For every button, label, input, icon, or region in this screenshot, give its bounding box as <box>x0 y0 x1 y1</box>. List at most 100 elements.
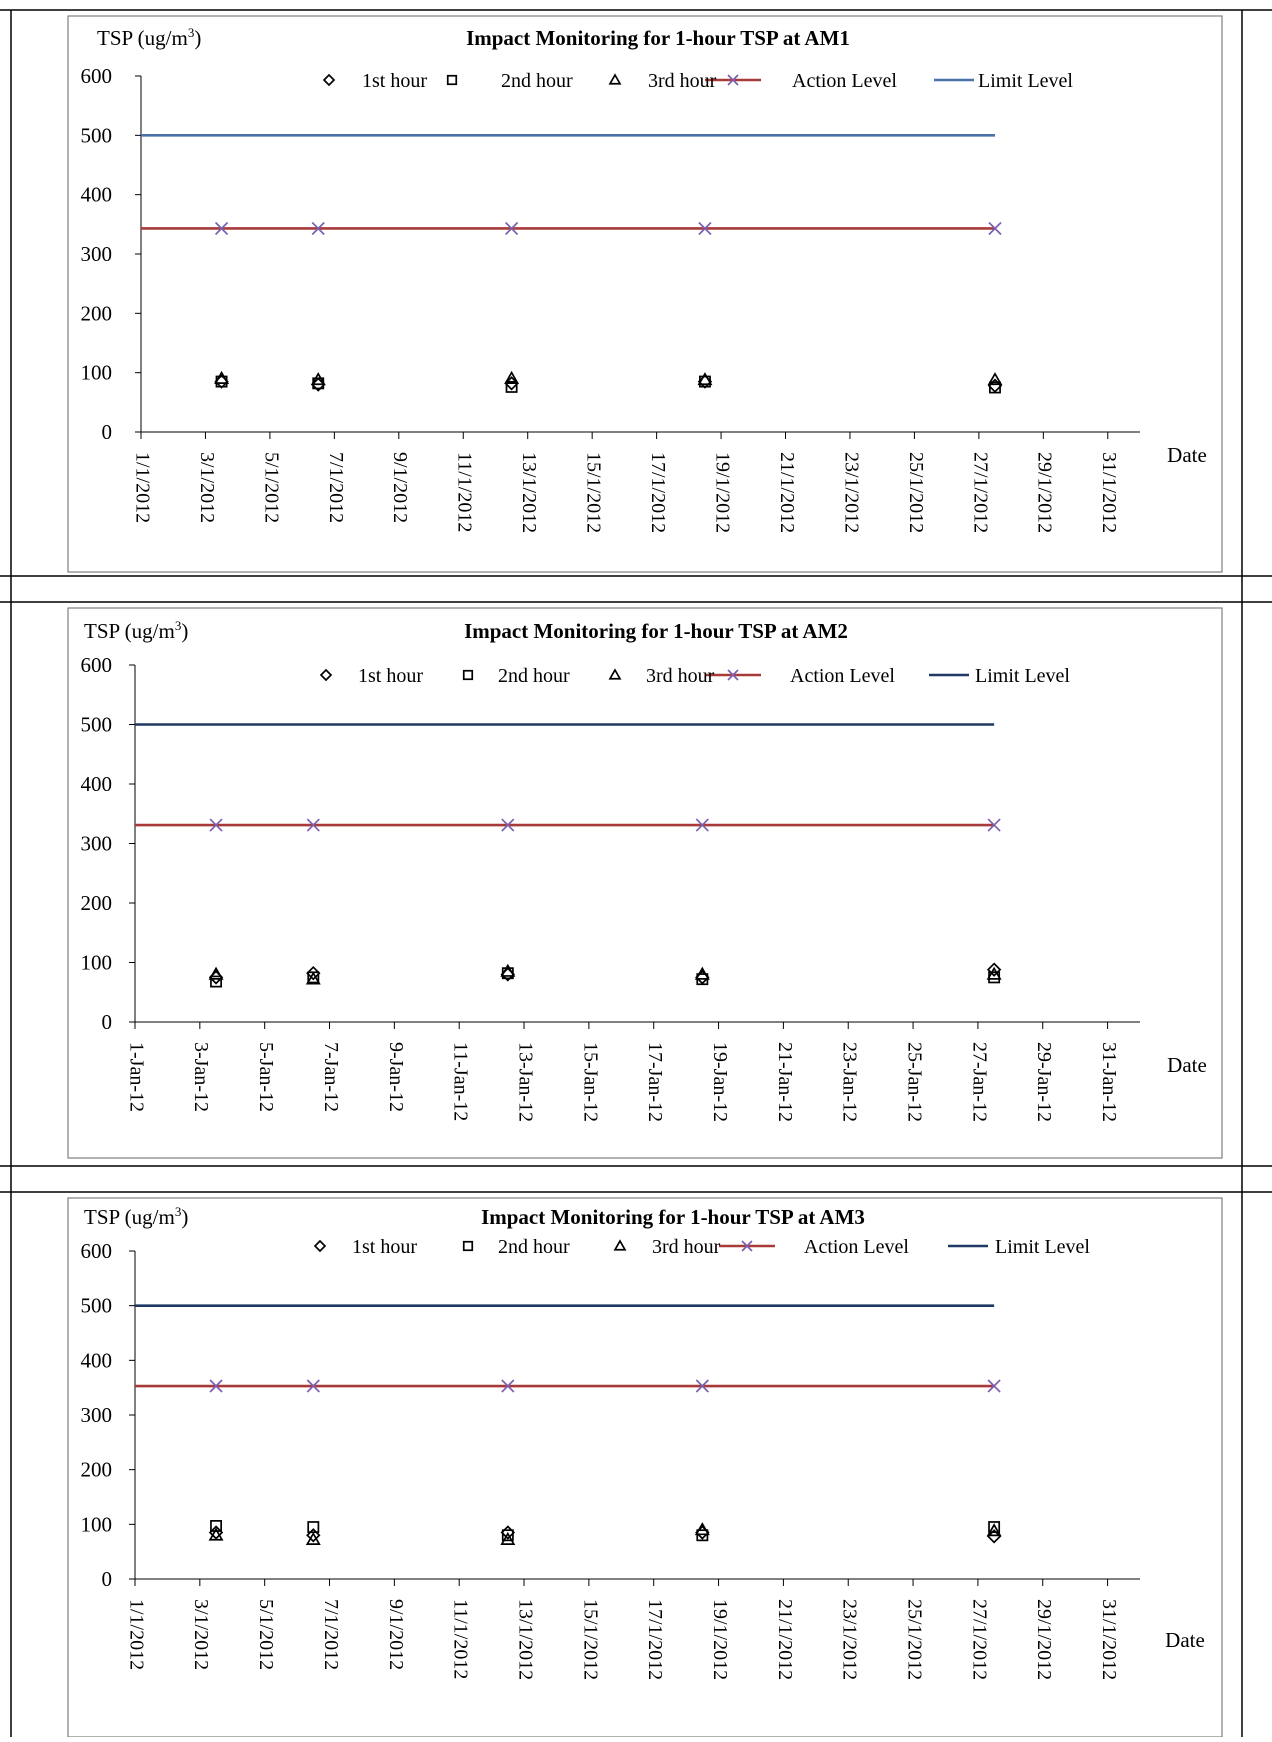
action-level-marker <box>209 1379 223 1393</box>
x-tick-label: 31/1/2012 <box>1098 1599 1120 1680</box>
x-tick-label: 23-Jan-12 <box>839 1042 861 1122</box>
action-level-marker <box>306 1379 320 1393</box>
x-tick-label: 3-Jan-12 <box>190 1042 212 1112</box>
2nd-hour-point <box>505 380 518 393</box>
x-axis-label: Date <box>1165 1628 1205 1652</box>
1st-hour-point <box>306 1528 321 1543</box>
x-tick-label: 29/1/2012 <box>1033 1599 1055 1680</box>
legend-label: Action Level <box>792 70 897 92</box>
x-tick-label: 23/1/2012 <box>840 452 862 533</box>
x-tick-label: 9-Jan-12 <box>385 1042 407 1112</box>
legend-label: 1st hour <box>352 1236 417 1258</box>
x-tick-label: 17/1/2012 <box>644 1599 666 1680</box>
x-tick-label: 27/1/2012 <box>968 1599 990 1680</box>
x-tick-label: 29/1/2012 <box>1034 452 1056 533</box>
action-level-marker <box>306 818 320 832</box>
x-tick-label: 31-Jan-12 <box>1098 1042 1120 1122</box>
x-tick-label: 11/1/2012 <box>450 1599 472 1679</box>
legend-1st-hour-symbol <box>313 1239 327 1253</box>
2nd-hour-point <box>210 1520 222 1532</box>
3rd-hour-point <box>208 966 224 980</box>
x-tick-label: 3/1/2012 <box>190 1599 212 1670</box>
y-tick-label: 200 <box>81 1458 113 1482</box>
legend-2nd-hour-symbol <box>446 74 458 86</box>
x-tick-label: 11/1/2012 <box>454 452 476 532</box>
x-tick-label: 15/1/2012 <box>583 452 605 533</box>
action-level-marker <box>695 818 709 832</box>
x-tick-label: 11-Jan-12 <box>450 1042 472 1121</box>
legend-1st-hour-symbol <box>322 73 336 87</box>
legend-label: 3rd hour <box>648 70 717 92</box>
y-axis-label: TSP (ug/m3) <box>97 25 201 50</box>
legend: 1st hour 2nd hour 3rd hour Action Level Limi… <box>322 70 1073 92</box>
y-tick-label: 500 <box>81 713 113 737</box>
y-tick-label: 300 <box>81 1403 113 1427</box>
chart-panel-am1: Impact Monitoring for 1-hour TSP at AM1 … <box>67 15 1223 573</box>
x-tick-label: 25/1/2012 <box>905 452 927 533</box>
3rd-hour-point <box>500 963 516 977</box>
2nd-hour-point <box>696 1529 709 1542</box>
3rd-hour-point <box>500 1531 516 1545</box>
y-tick-label: 400 <box>81 1348 113 1372</box>
x-tick-label: 21/1/2012 <box>776 452 798 533</box>
x-tick-label: 5/1/2012 <box>260 452 282 523</box>
3rd-hour-point <box>986 966 1002 980</box>
action-level-marker <box>987 1379 1001 1393</box>
chart-panel-am2: Impact Monitoring for 1-hour TSP at AM2 … <box>67 607 1223 1159</box>
chart-panel-am3: Impact Monitoring for 1-hour TSP at AM3 … <box>67 1197 1223 1738</box>
1st-hour-point <box>986 962 1002 977</box>
legend-action-level-marker <box>727 74 739 86</box>
x-tick-label: 9/1/2012 <box>385 1599 407 1670</box>
plot-area: 0 100 200 300 400 500 600 1/1/2012 3/1/2012 5/1/2… <box>81 1239 1140 1680</box>
y-tick-label: 500 <box>81 1294 113 1318</box>
legend-label: 1st hour <box>358 665 423 687</box>
y-tick-label: 300 <box>81 242 113 266</box>
legend-label: Limit Level <box>978 70 1073 92</box>
1st-hour-point <box>311 377 326 392</box>
x-tick-label: 13/1/2012 <box>514 1599 536 1680</box>
action-level-marker <box>988 221 1002 236</box>
action-level-marker <box>209 818 223 832</box>
x-tick-label: 29-Jan-12 <box>1033 1042 1055 1122</box>
x-tick-label: 9/1/2012 <box>389 452 411 523</box>
3rd-hour-point <box>208 1527 224 1541</box>
y-tick-label: 0 <box>102 1567 113 1591</box>
plot-area: 0 100 200 300 400 500 600 1-Jan-12 3-Jan-12 5-Jan… <box>81 653 1140 1122</box>
3rd-hour-point <box>305 1531 321 1545</box>
action-level-marker <box>501 818 515 832</box>
y-tick-label: 300 <box>81 832 113 856</box>
3rd-hour-point <box>987 372 1003 386</box>
x-tick-label: 19/1/2012 <box>711 452 733 533</box>
x-tick-label: 31/1/2012 <box>1098 452 1120 533</box>
x-tick-label: 3/1/2012 <box>196 452 218 523</box>
3rd-hour-point <box>305 971 321 985</box>
x-tick-label: 1/1/2012 <box>125 1599 147 1670</box>
chart-title: Impact Monitoring for 1-hour TSP at AM2 <box>464 619 848 643</box>
x-tick-label: 1-Jan-12 <box>125 1042 147 1112</box>
2nd-hour-point <box>501 1529 514 1542</box>
x-tick-label: 17/1/2012 <box>647 452 669 533</box>
x-tick-label: 19/1/2012 <box>709 1599 731 1680</box>
x-tick-label: 15/1/2012 <box>579 1599 601 1680</box>
y-tick-label: 0 <box>102 1010 113 1034</box>
x-tick-label: 13-Jan-12 <box>514 1042 536 1122</box>
action-level-marker <box>311 221 325 236</box>
3rd-hour-point <box>214 370 230 384</box>
legend-3rd-hour-symbol <box>613 1239 627 1251</box>
2nd-hour-point <box>989 381 1001 394</box>
plot-area: 0 100 200 300 400 500 600 1/1/2012 3/1/2012 5/1/2… <box>81 64 1140 533</box>
legend-label: 2nd hour <box>498 1236 570 1258</box>
x-tick-label: 7-Jan-12 <box>320 1042 342 1112</box>
y-tick-label: 100 <box>81 1512 113 1536</box>
2nd-hour-point <box>210 975 222 988</box>
x-tick-label: 17-Jan-12 <box>644 1042 666 1122</box>
legend-label: Limit Level <box>995 1236 1090 1258</box>
x-tick-label: 27/1/2012 <box>969 452 991 533</box>
x-tick-label: 15-Jan-12 <box>579 1042 601 1122</box>
chart-panel-border <box>67 15 1223 573</box>
x-tick-label: 7/1/2012 <box>320 1599 342 1670</box>
y-tick-label: 600 <box>81 653 113 677</box>
action-level-marker <box>987 818 1001 832</box>
action-level-marker <box>695 1379 709 1393</box>
